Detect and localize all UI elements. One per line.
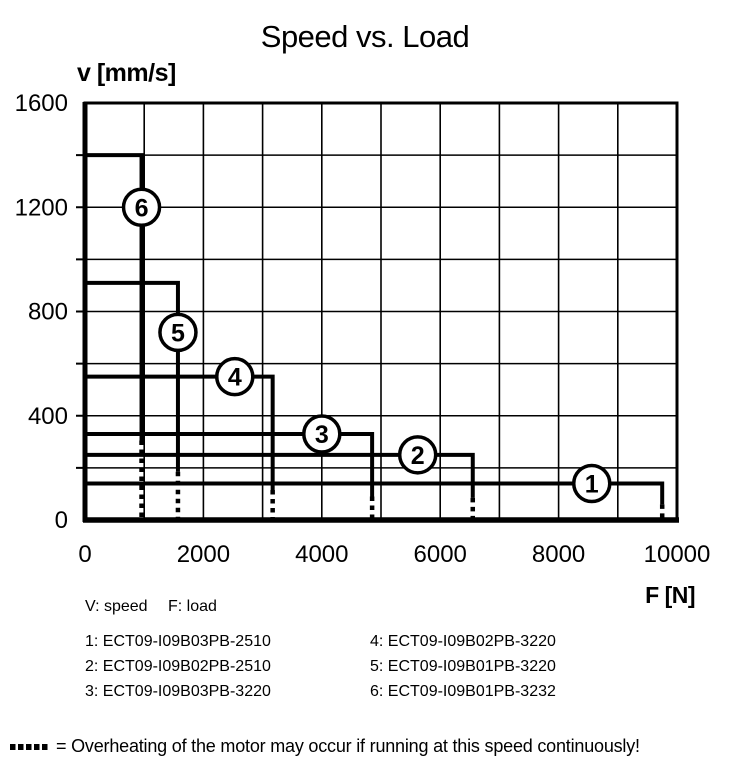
x-tick-label-10000: 10000 <box>644 541 711 568</box>
legend-column-left: 1: ECT09-I09B03PB-2510 2: ECT09-I09B02PB… <box>85 629 370 704</box>
curve-4 <box>85 374 275 491</box>
curve-3 <box>85 431 375 497</box>
key-speed: V: speed <box>85 598 148 615</box>
curve-marker-6 <box>121 187 162 227</box>
curve-marker-number-6: 6 <box>135 194 149 222</box>
legend-column-right: 4: ECT09-I09B02PB-3220 5: ECT09-I09B01PB… <box>370 629 655 704</box>
curve-marker-number-3: 3 <box>315 421 329 449</box>
x-tick-label-8000: 8000 <box>532 541 585 568</box>
curve-marker-number-4: 4 <box>228 364 242 392</box>
curve-marker-number-1: 1 <box>585 471 599 499</box>
x-tick-label-2000: 2000 <box>177 541 230 568</box>
curve-marker-4 <box>215 356 255 397</box>
curve-2 <box>85 452 475 498</box>
x-tick-label-4000: 4000 <box>295 541 348 568</box>
overheating-note: = Overheating of the motor may occur if … <box>10 736 640 757</box>
curve-legend: 1: ECT09-I09B03PB-2510 2: ECT09-I09B02PB… <box>85 629 655 704</box>
curve-marker-number-2: 2 <box>411 442 425 470</box>
y-tick-label-400: 400 <box>28 403 68 430</box>
chart-title: Speed vs. Load <box>260 19 470 54</box>
y-tick-label-0: 0 <box>55 507 68 534</box>
key-load: F: load <box>168 598 217 615</box>
x-axis-unit-label: F [N] <box>645 582 695 608</box>
x-tick-label-6000: 6000 <box>414 541 467 568</box>
legend-item-1: 1: ECT09-I09B03PB-2510 <box>85 633 271 650</box>
dotted-line-sample-icon <box>10 743 48 750</box>
speed-load-plot: 1 2 3 4 5 6 0 2000 4000 6000 8000 10000 0 400 800 1200 1… <box>15 90 711 568</box>
curve-marker-number-5: 5 <box>171 319 185 347</box>
legend-item-4: 4: ECT09-I09B02PB-3220 <box>370 633 556 650</box>
curve-5 <box>85 280 180 472</box>
curve-marker-5 <box>158 312 198 353</box>
axis-key: V: speed F: load <box>85 598 233 616</box>
curve-1 <box>85 481 665 505</box>
overheating-note-text: = Overheating of the motor may occur if … <box>56 736 640 756</box>
curve-marker-1 <box>572 463 612 504</box>
legend-item-3: 3: ECT09-I09B03PB-3220 <box>85 683 271 700</box>
x-tick-label-0: 0 <box>78 541 91 568</box>
y-tick-label-800: 800 <box>28 299 68 326</box>
y-tick-label-1200: 1200 <box>15 194 68 221</box>
curve-marker-3 <box>302 414 342 454</box>
curve-6 <box>85 153 144 441</box>
legend-item-2: 2: ECT09-I09B02PB-2510 <box>85 658 271 675</box>
y-tick-label-1600: 1600 <box>15 90 68 117</box>
y-axis-unit-label: v [mm/s] <box>77 59 176 87</box>
curve-marker-2 <box>397 435 438 475</box>
legend-item-5: 5: ECT09-I09B01PB-3220 <box>370 658 556 675</box>
legend-item-6: 6: ECT09-I09B01PB-3232 <box>370 683 556 700</box>
